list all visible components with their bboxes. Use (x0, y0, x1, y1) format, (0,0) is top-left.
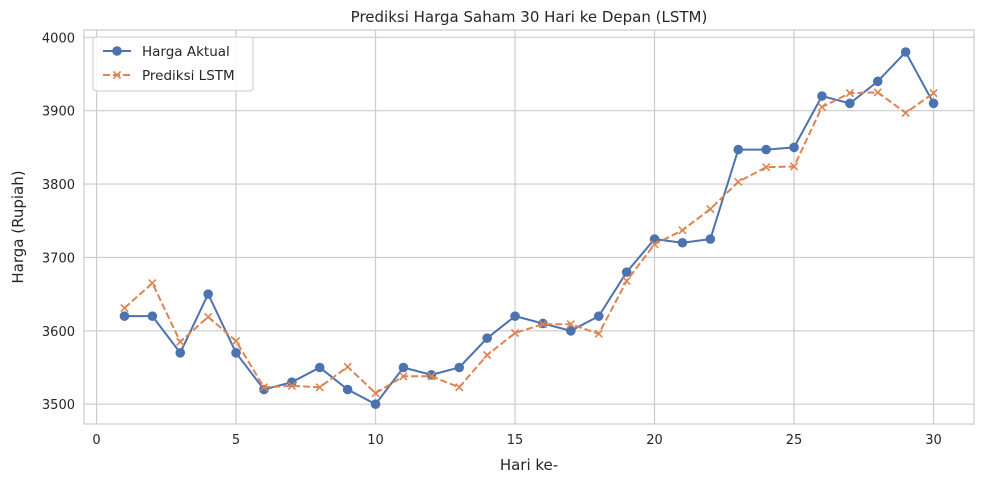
data-point (817, 91, 827, 101)
data-point (538, 320, 548, 329)
legend-label: Harga Aktual (142, 44, 230, 60)
data-point (677, 237, 688, 248)
data-point (650, 240, 659, 249)
x-tick-label: 0 (92, 433, 100, 448)
data-point (566, 320, 576, 329)
y-tick-label: 3800 (42, 178, 75, 193)
data-point (342, 384, 353, 395)
data-point (928, 98, 939, 109)
y-tick-label: 3700 (42, 251, 75, 266)
data-point (120, 303, 129, 313)
data-point (566, 326, 576, 336)
chart-title: Prediksi Harga Saham 30 Hari ke Depan (L… (351, 8, 708, 26)
x-tick-label: 20 (646, 433, 663, 448)
data-point (315, 383, 324, 392)
data-point (119, 311, 130, 321)
data-point (678, 226, 687, 235)
data-point (761, 144, 771, 155)
x-tick-label: 5 (232, 433, 240, 448)
data-point (845, 98, 855, 109)
data-point (817, 102, 827, 112)
data-point (705, 234, 716, 244)
y-tick-label: 3600 (42, 325, 75, 340)
y-tick-label: 3500 (42, 398, 75, 413)
y-tick-label: 4000 (42, 31, 75, 46)
data-point (370, 399, 381, 409)
data-point (287, 381, 297, 391)
y-tick-label: 3900 (42, 105, 75, 120)
data-point (621, 267, 632, 277)
data-point (399, 372, 408, 381)
data-point (259, 383, 269, 392)
data-point (203, 312, 213, 322)
grid-lines (84, 30, 974, 424)
data-point (901, 108, 910, 118)
data-point (231, 336, 241, 346)
x-tick-label: 30 (925, 433, 942, 448)
data-point (343, 362, 352, 371)
legend-marker (112, 70, 122, 80)
x-tick-label: 15 (507, 433, 524, 448)
data-point (427, 372, 436, 381)
data-point (929, 88, 938, 98)
data-point (845, 88, 855, 98)
y-axis-label: Harga (Rupiah) (9, 170, 27, 283)
data-point (231, 348, 241, 358)
data-point (176, 337, 185, 346)
x-tick-label: 25 (786, 433, 803, 448)
legend-label: Prediksi LSTM (142, 68, 235, 84)
data-point (175, 348, 186, 358)
data-point (482, 350, 492, 360)
data-point (314, 362, 325, 373)
x-axis-label: Hari ke- (500, 456, 558, 474)
data-point (873, 88, 882, 97)
data-point (398, 362, 409, 373)
data-point (706, 204, 715, 214)
data-point (510, 328, 520, 338)
data-point (789, 142, 799, 153)
axis-ticks: 0 5 10 15 20 25 30 3500 3600 3700 3800 3900 4000 (42, 31, 942, 448)
data-point (761, 163, 771, 172)
data-point (203, 289, 213, 299)
legend-box (92, 36, 254, 92)
series-2 (120, 88, 938, 398)
data-point (147, 311, 158, 321)
data-point (287, 377, 297, 387)
data-point (510, 311, 520, 321)
plot-frame (83, 29, 975, 425)
data-point (900, 47, 911, 57)
data-point (455, 383, 464, 392)
data-point (872, 76, 883, 87)
data-point (482, 333, 492, 343)
data-point (148, 278, 157, 288)
legend-marker (112, 46, 122, 56)
x-tick-label: 10 (367, 433, 384, 448)
series-1 (119, 47, 939, 409)
data-point (733, 144, 744, 155)
data-point (622, 276, 631, 286)
data-point (734, 177, 743, 187)
data-point (593, 311, 604, 321)
series-line (124, 50, 935, 406)
legend: Harga Aktual Prediksi LSTM (92, 36, 254, 92)
series-group (119, 47, 939, 409)
data-point (371, 389, 380, 398)
data-point (454, 362, 465, 373)
series-line (123, 91, 935, 395)
data-point (789, 162, 799, 171)
data-point (594, 329, 603, 338)
